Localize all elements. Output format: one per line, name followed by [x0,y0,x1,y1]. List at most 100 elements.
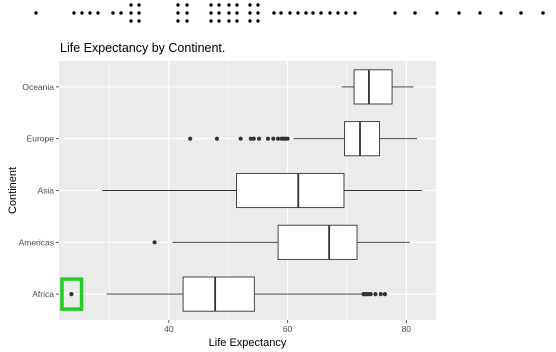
decorative-dot [227,11,231,15]
y-tick-label: Africa [32,289,54,299]
decorative-dot [111,11,115,15]
decorative-dot [499,11,503,15]
decorative-dot [185,19,189,23]
decorative-dot [235,19,239,23]
decorative-dot [272,11,276,15]
box-asia [102,172,422,209]
decorative-dot [235,11,239,15]
decorative-dot [119,11,123,15]
x-tick-label: 80 [402,324,412,334]
decorative-dot [217,3,221,7]
decorative-dot [176,19,180,23]
decorative-dot [129,3,133,7]
decorative-dot [209,11,213,15]
decorative-dot [137,11,141,15]
y-tick-label: Americas [19,237,54,247]
decorative-dot [336,11,340,15]
y-tick-label: Oceania [22,82,54,92]
outlier-point [373,292,378,297]
outlier-point [285,136,290,141]
box-europe [188,121,418,157]
y-tick-label: Asia [37,186,54,196]
decorative-dot [248,3,252,7]
decorative-dot [209,19,213,23]
decorative-dot [344,11,348,15]
decorative-dot [217,19,221,23]
outlier-point [251,136,256,141]
decorative-dot [217,11,221,15]
decorative-dot [80,11,84,15]
decorative-dot [393,11,397,15]
outlier-point [368,292,373,297]
decorative-dot [256,19,260,23]
highlight-layer [60,277,84,311]
decorative-dot [256,11,260,15]
decorative-dot [227,3,231,7]
decorative-dot [235,3,239,7]
decorative-dot [88,11,92,15]
outlier-point [238,136,243,141]
decorative-dot [288,11,292,15]
boxes-layer [69,69,422,312]
outlier-point [265,136,271,141]
decorative-dot [209,3,213,7]
decorative-dot [176,11,180,15]
x-tick-label: 60 [283,324,293,334]
outlier-point [378,292,383,297]
decorative-dot [457,11,461,15]
decorative-dot [185,11,189,15]
box-americas [152,224,410,260]
decorative-dot [129,19,133,23]
chart-title: Life Expectancy by Continent. [60,41,225,55]
decorative-dot [435,11,439,15]
x-axis: 40 60 80 [164,320,411,334]
outlier-point [69,292,74,297]
outlier-point [152,240,157,245]
outlier-point [382,292,388,297]
decorative-dot [478,11,482,15]
iqr-box [353,69,393,105]
decorative-dot [519,11,523,15]
decorative-dot [256,3,260,7]
y-tick-label: Europe [27,134,55,144]
iqr-box [277,224,358,260]
decorative-dot [248,19,252,23]
outlier-point [188,136,193,141]
iqr-box [236,172,345,209]
x-axis-title: Life Expectancy [209,337,287,349]
decorative-dot [248,11,252,15]
decorative-dot [96,11,100,15]
outlier-point [271,136,276,141]
highlight-box [60,277,84,311]
decorative-dot [319,11,323,15]
box-oceania [341,69,414,105]
decorative-dot [304,11,308,15]
x-tick-label: 40 [164,324,174,334]
decorative-dot [185,3,189,7]
decorative-dot [328,11,332,15]
outlier-point [214,136,220,141]
decorative-dot [279,11,283,15]
decorative-dot [353,11,357,15]
decorative-dot [129,11,133,15]
decorative-dot [311,11,315,15]
decorative-dot [34,11,38,15]
outlier-point [275,136,281,141]
decorative-dot [541,11,545,15]
decorative-dot [137,3,141,7]
box-africa [69,276,388,312]
y-axis-title: Continent [7,167,19,214]
decorative-dot-row [34,3,545,23]
iqr-box [344,121,381,157]
decorative-dot [176,3,180,7]
outlier-point [248,136,253,141]
decorative-dot [137,19,141,23]
iqr-box [182,276,255,312]
outlier-point [256,136,262,141]
decorative-dot [72,11,76,15]
decorative-dot [296,11,300,15]
y-axis: Africa Americas Asia Europe Oceania [19,82,59,299]
decorative-dot [413,11,417,15]
decorative-dot [227,19,231,23]
